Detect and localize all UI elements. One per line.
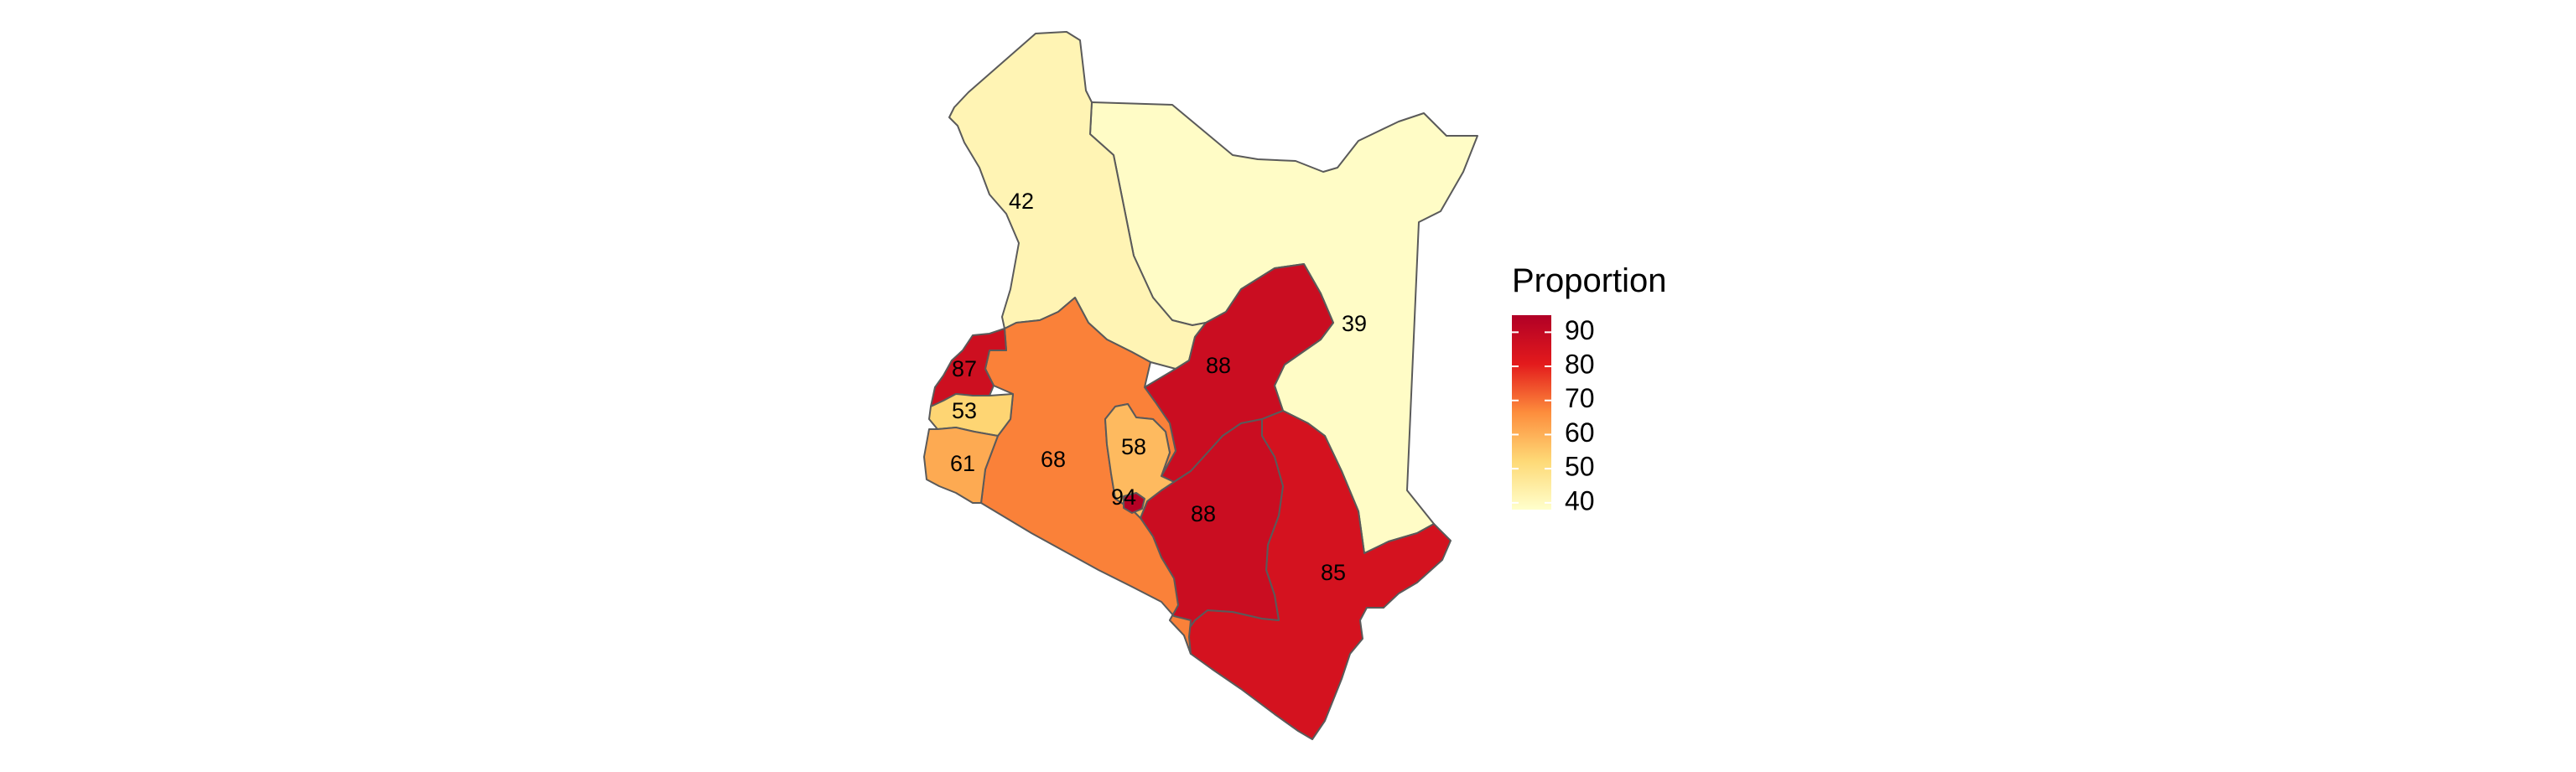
legend-tick-label: 40 <box>1565 485 1595 516</box>
legend-tick-label: 90 <box>1565 315 1595 345</box>
region-nairobi <box>1123 492 1145 514</box>
region-nyanza <box>923 427 999 504</box>
legend-title: Proportion <box>1512 262 1667 299</box>
region-label-coast: 85 <box>1321 560 1346 585</box>
region-label-central: 58 <box>1121 434 1146 459</box>
region-label-turkana: 42 <box>1009 189 1034 214</box>
region-label-eastern-south: 88 <box>1191 501 1216 526</box>
region-label-north-eastern: 39 <box>1342 311 1367 336</box>
legend-tick-label: 50 <box>1565 452 1595 482</box>
region-label-nairobi: 94 <box>1111 484 1136 510</box>
region-label-eastern-north: 88 <box>1206 353 1231 378</box>
legend-tick-label: 60 <box>1565 417 1595 448</box>
region-label-rift-valley-south: 68 <box>1041 447 1066 472</box>
region-label-kakamega: 53 <box>952 398 977 423</box>
region-central <box>1104 403 1175 519</box>
region-label-bungoma: 87 <box>952 356 977 381</box>
legend-color-bar <box>1512 315 1551 510</box>
legend-tick-label: 80 <box>1565 350 1595 380</box>
region-label-nyanza: 61 <box>950 451 975 476</box>
legend-tick-label: 70 <box>1565 383 1595 413</box>
